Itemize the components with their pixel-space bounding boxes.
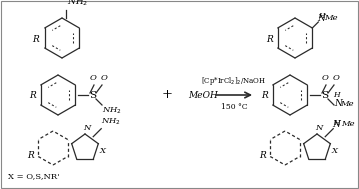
Text: NH$_2$: NH$_2$ [102, 105, 122, 115]
Text: 150 °C: 150 °C [221, 103, 247, 111]
Text: N: N [332, 120, 340, 129]
Text: H: H [333, 119, 340, 127]
Text: N: N [334, 99, 342, 108]
Text: NH$_2$: NH$_2$ [101, 116, 121, 127]
Text: N: N [83, 124, 91, 132]
Text: H: H [318, 12, 325, 20]
Text: N: N [315, 124, 323, 132]
Text: O: O [332, 74, 340, 82]
Text: R: R [27, 152, 34, 160]
Text: N: N [317, 14, 325, 23]
Text: S: S [321, 91, 328, 101]
Text: Me: Me [324, 14, 338, 22]
Text: X: X [332, 147, 338, 155]
Text: R: R [259, 152, 266, 160]
Text: R: R [261, 91, 268, 101]
Text: MeOH: MeOH [188, 91, 218, 99]
Text: X: X [100, 147, 106, 155]
Text: R: R [29, 91, 36, 101]
Text: Me: Me [340, 100, 354, 108]
Text: S: S [89, 91, 96, 101]
Text: NH$_2$: NH$_2$ [67, 0, 88, 8]
Text: O: O [101, 74, 107, 82]
Text: +: + [162, 88, 173, 101]
Text: H: H [333, 91, 340, 99]
Text: O: O [89, 74, 97, 82]
Text: Me: Me [341, 120, 355, 128]
Text: R: R [266, 35, 273, 43]
Text: O: O [322, 74, 328, 82]
Text: [Cp*IrCl$_2$]$_2$/NaOH: [Cp*IrCl$_2$]$_2$/NaOH [201, 75, 267, 87]
Text: X = O,S,NR': X = O,S,NR' [8, 172, 60, 180]
Text: R: R [32, 35, 39, 43]
